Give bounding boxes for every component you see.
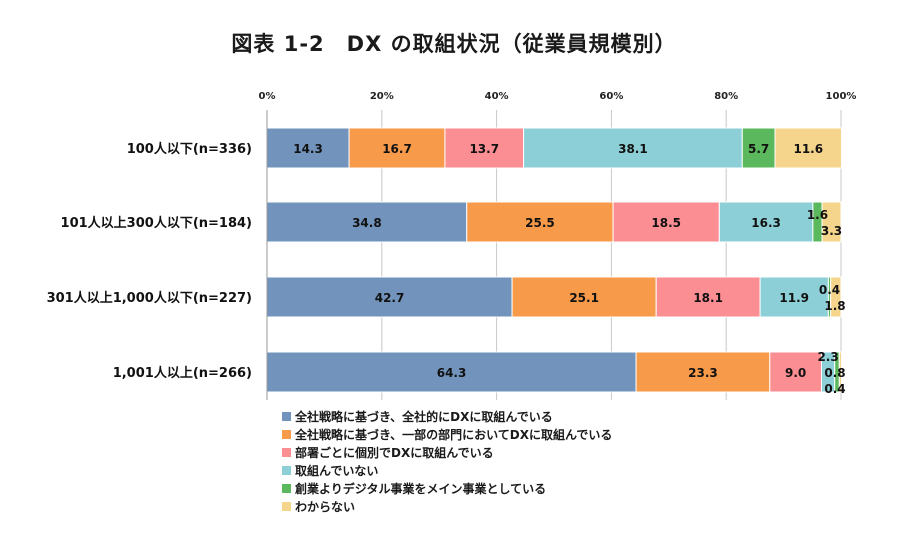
data-label: 42.7	[375, 291, 405, 305]
category-labels: 100人以下(n=336) 101人以上300人以下(n=184) 301人以上1,…	[47, 141, 252, 381]
legend-swatch	[282, 447, 291, 457]
x-tick-label: 80%	[714, 91, 738, 102]
category-label: 1,001人以上(n=266)	[113, 365, 252, 381]
data-label: 25.5	[525, 216, 555, 230]
data-label: 3.3	[821, 224, 842, 238]
data-label: 38.1	[618, 142, 648, 156]
data-label: 0.8	[824, 366, 845, 380]
bars	[266, 127, 843, 393]
legend-label: 全社戦略に基づき、一部の部門においてDXに取組んでいる	[295, 427, 613, 442]
data-label: 1.6	[807, 208, 828, 222]
x-tick-label: 100%	[826, 91, 857, 102]
legend-item: 全社戦略に基づき、一部の部門においてDXに取組んでいる	[282, 425, 612, 443]
legend-label: 取組んでいない	[295, 463, 379, 478]
bar-segment	[635, 351, 771, 393]
category-label: 301人以上1,000人以下(n=227)	[47, 290, 252, 306]
data-labels: 14.3 16.7 13.7 38.1 5.7 11.6 34.8 25.5 18.5 16.3 1…	[293, 142, 845, 396]
legend-swatch	[282, 483, 291, 493]
bar-segment	[830, 276, 842, 318]
bar-segment	[511, 276, 657, 318]
data-label: 18.5	[651, 216, 681, 230]
bar-segment	[348, 127, 446, 169]
legend-label: 部署ごとに個別でDXに取組んでいる	[295, 445, 494, 460]
bar-segment	[612, 201, 720, 243]
bar-segment	[838, 351, 843, 393]
data-label: 1.8	[824, 299, 845, 313]
category-label: 100人以下(n=336)	[127, 141, 252, 157]
chart-title: 図表 1-2 DX の取組状況（従業員規模別）	[231, 32, 677, 56]
bar-segment	[821, 201, 842, 243]
data-label: 18.1	[693, 291, 723, 305]
data-label: 0.4	[819, 283, 840, 297]
legend-label: わからない	[295, 499, 356, 514]
x-tick-label: 40%	[485, 91, 509, 102]
legend-swatch	[282, 411, 291, 421]
legend: 全社戦略に基づき、全社的にDXに取組んでいる全社戦略に基づき、一部の部門において…	[282, 407, 612, 515]
legend-item: 部署ごとに個別でDXに取組んでいる	[282, 443, 612, 461]
data-label: 9.0	[785, 366, 806, 380]
data-label: 34.8	[352, 216, 382, 230]
legend-item: わからない	[282, 497, 612, 515]
stacked-bar-chart: 0% 20% 40% 60% 80% 100% 100人以下(n=336) 101人以上30…	[47, 91, 857, 400]
x-tick-label: 20%	[370, 91, 394, 102]
bar-segment	[266, 276, 513, 318]
legend-item: 全社戦略に基づき、全社的にDXに取組んでいる	[282, 407, 612, 425]
legend-swatch	[282, 429, 291, 439]
legend-swatch	[282, 465, 291, 475]
data-label: 23.3	[688, 366, 718, 380]
data-label: 2.3	[817, 350, 838, 364]
bar-segment	[774, 127, 843, 169]
bar-segment	[266, 351, 637, 393]
x-axis-ticks: 0% 20% 40% 60% 80% 100%	[259, 91, 857, 102]
data-label: 5.7	[748, 142, 769, 156]
data-label: 14.3	[293, 142, 323, 156]
category-label: 101人以上300人以下(n=184)	[61, 215, 252, 231]
data-label: 16.3	[751, 216, 781, 230]
legend-label: 創業よりデジタル事業をメイン事業としている	[295, 481, 547, 496]
bar-segment	[266, 201, 468, 243]
x-tick-label: 0%	[259, 91, 276, 102]
data-label: 64.3	[437, 366, 467, 380]
x-tick-label: 60%	[599, 91, 623, 102]
data-label: 16.7	[382, 142, 412, 156]
data-label: 13.7	[469, 142, 499, 156]
bar-segment	[466, 201, 614, 243]
data-label: 0.4	[824, 382, 845, 396]
legend-swatch	[282, 501, 291, 511]
data-label: 25.1	[569, 291, 599, 305]
legend-item: 創業よりデジタル事業をメイン事業としている	[282, 479, 612, 497]
data-label: 11.6	[793, 142, 823, 156]
data-label: 11.9	[779, 291, 809, 305]
legend-label: 全社戦略に基づき、全社的にDXに取組んでいる	[295, 409, 553, 424]
legend-item: 取組んでいない	[282, 461, 612, 479]
